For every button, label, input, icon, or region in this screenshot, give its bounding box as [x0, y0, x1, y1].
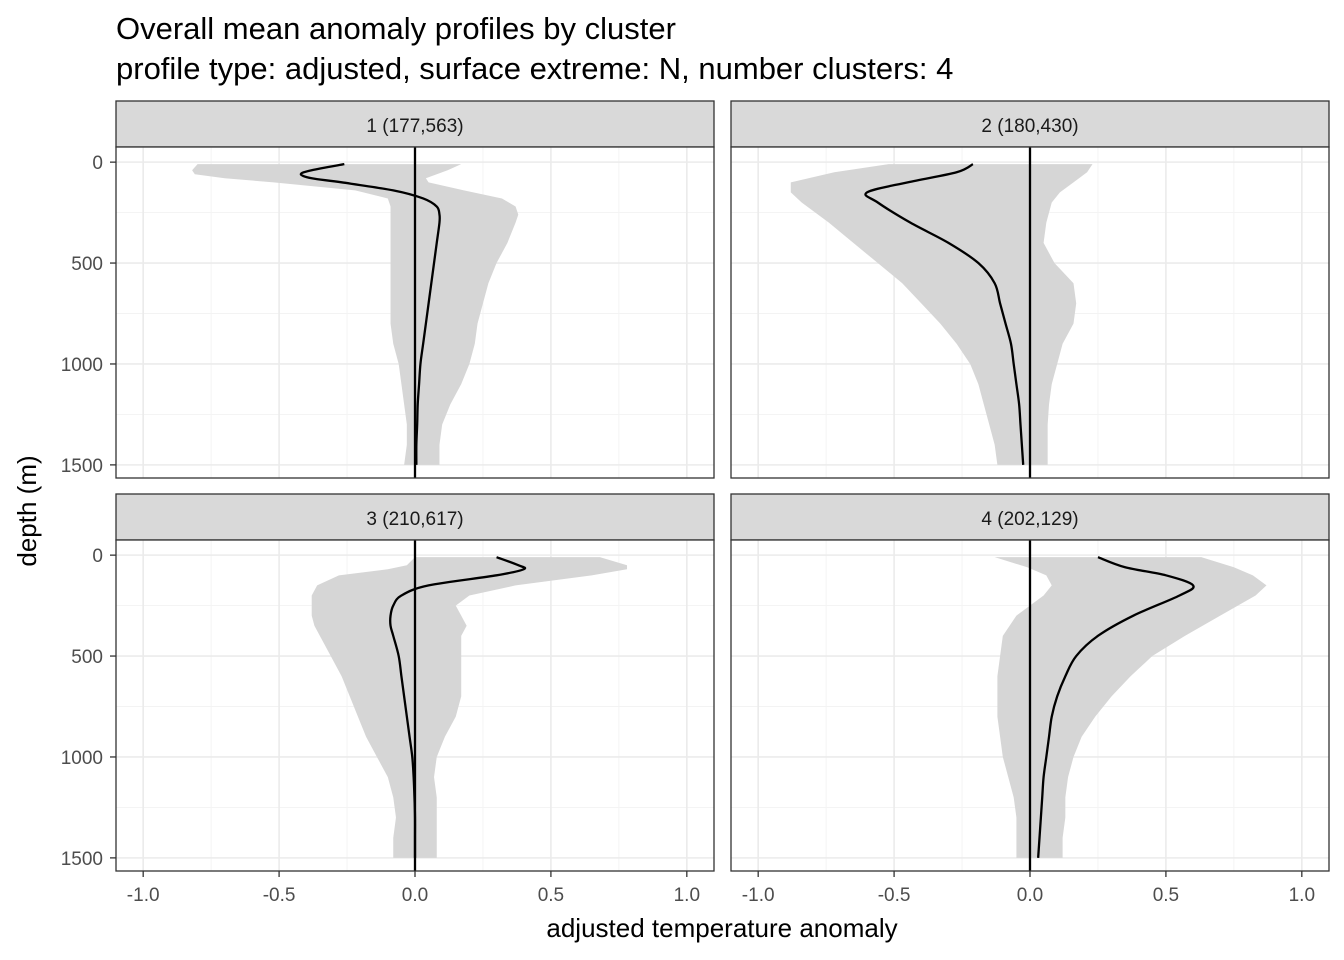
- y-tick-label: 1000: [61, 748, 103, 769]
- facet-strip: [730, 493, 1330, 541]
- x-tick-label: -0.5: [878, 885, 911, 906]
- x-tick-label: 0.5: [1153, 885, 1179, 906]
- y-tick-label: 0: [92, 546, 103, 567]
- y-tick-label: 1000: [61, 355, 103, 376]
- x-tick-label: 1.0: [1289, 885, 1315, 906]
- spread-ribbon: [994, 557, 1267, 858]
- panel-border: [730, 146, 1330, 479]
- facet-panel-2: 2 (180,430): [730, 100, 1330, 479]
- panel-border: [115, 146, 715, 479]
- x-tick-label: -1.0: [127, 885, 160, 906]
- x-tick-label: 0.0: [1017, 885, 1043, 906]
- y-tick-label: 1500: [61, 456, 103, 477]
- facet-strip-label: 2 (180,430): [981, 116, 1078, 137]
- chart-title: Overall mean anomaly profiles by cluster: [116, 11, 676, 46]
- chart-subtitle: profile type: adjusted, surface extreme:…: [116, 51, 953, 86]
- x-tick-label: -0.5: [263, 885, 296, 906]
- spread-ribbon: [311, 557, 628, 858]
- y-tick-label: 0: [92, 153, 103, 174]
- x-tick-label: -1.0: [742, 885, 775, 906]
- mean-profile-line: [864, 163, 1025, 465]
- y-tick-label: 500: [71, 254, 103, 275]
- y-tick-label: 1500: [61, 849, 103, 870]
- facet-strip: [115, 100, 715, 148]
- facet-strip: [730, 100, 1330, 148]
- facet-strip-label: 3 (210,617): [366, 509, 463, 530]
- x-tick-label: 0.5: [538, 885, 564, 906]
- facet-strip-label: 4 (202,129): [981, 509, 1078, 530]
- facet-panel-1: 1 (177,563) 0 500 1000 1500: [61, 100, 715, 479]
- y-tick-label: 500: [71, 647, 103, 668]
- facet-strip-label: 1 (177,563): [366, 116, 463, 137]
- x-axis-title: adjusted temperature anomaly: [546, 913, 897, 943]
- mean-profile-line: [299, 163, 441, 465]
- mean-profile-line: [1037, 556, 1195, 858]
- x-tick-label: 1.0: [674, 885, 700, 906]
- x-tick-label: 0.0: [402, 885, 428, 906]
- facet-panels: 1 (177,563) 0 500 1000 1500 2 (180,430) 3 (210…: [61, 100, 1330, 906]
- mean-profile-line: [389, 556, 527, 858]
- y-axis-title: depth (m): [12, 455, 42, 566]
- facet-panel-3: 3 (210,617) 0 500 1000 1500 -1.0 -0.5 0.0 0.5 1.0: [61, 493, 715, 906]
- facet-panel-4: 4 (202,129) -1.0 -0.5 0.0 0.5 1.0: [730, 493, 1330, 906]
- facet-strip: [115, 493, 715, 541]
